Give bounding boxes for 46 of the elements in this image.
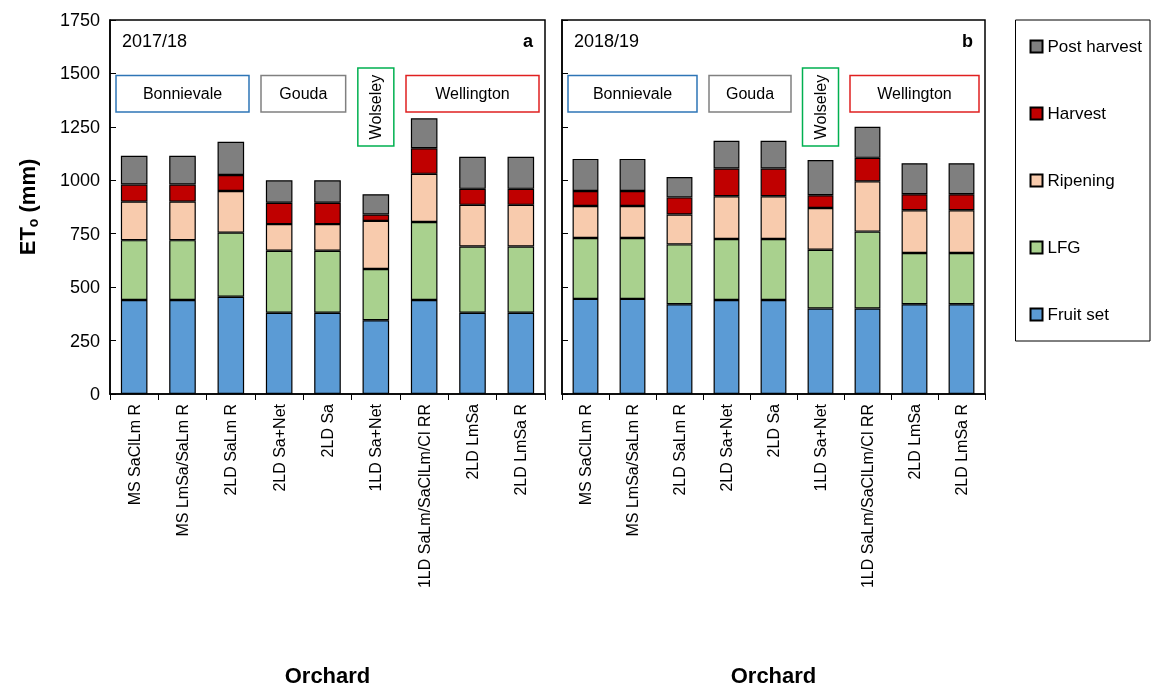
- annotation: 2017/18: [122, 31, 188, 51]
- x-tick-label: 2LD SaLm R: [671, 404, 688, 496]
- annotation: Gouda: [725, 85, 775, 103]
- x-tick-label: 2LD Sa+Net: [270, 403, 288, 492]
- y-tick-label: 1500: [59, 63, 100, 84]
- legend-label: Ripening: [1047, 171, 1115, 190]
- x-tick-label: 1LD Sa+Net: [367, 403, 385, 492]
- x-tick-label: 2LD LmSa: [464, 403, 481, 480]
- legend-label: LFG: [1047, 238, 1081, 257]
- annotation: Wolseley: [812, 74, 829, 140]
- y-tick-label: 0: [89, 384, 100, 404]
- x-tick-label: 2LD Sa: [319, 403, 336, 458]
- x-tick-label: MS SaClLm R: [125, 404, 143, 506]
- x-tick-label: 1LD SaLm/SaClLm/Cl RR: [859, 404, 876, 589]
- x-tick-label: 2LD Sa: [765, 403, 782, 458]
- x-tick-label: MS LmSa/SaLm R: [624, 404, 641, 537]
- annotation: b: [962, 31, 973, 51]
- annotation: Bonnievale: [142, 85, 223, 103]
- legend-label: Post harvest: [1047, 37, 1143, 56]
- y-tick-label: 500: [69, 277, 100, 298]
- x-tick-label: 1LD Sa+Net: [812, 403, 829, 492]
- annotation: Wellington: [877, 85, 952, 103]
- annotation: Wolseley: [367, 74, 385, 140]
- annotation: Wellington: [435, 85, 510, 103]
- x-axis-title: Orchard: [730, 662, 817, 688]
- x-tick-label: 1LD SaLm/SaClLm/Cl RR: [415, 404, 433, 589]
- annotation: 2018/19: [574, 31, 640, 51]
- x-tick-label: 2LD Sa+Net: [718, 403, 735, 492]
- x-tick-label: 2LD SaLm R: [222, 404, 240, 496]
- x-tick-label: 2LD LmSa R: [512, 404, 530, 496]
- y-tick-label: 1250: [59, 116, 100, 137]
- legend-label: Fruit set: [1047, 305, 1110, 324]
- annotation: Gouda: [279, 85, 328, 103]
- y-tick-label: 1750: [59, 10, 100, 30]
- x-axis-title: Orchard: [284, 662, 371, 688]
- y-tick-label: 1000: [59, 170, 100, 191]
- x-tick-label: 2LD LmSa R: [953, 404, 970, 496]
- legend-label: Harvest: [1047, 104, 1107, 123]
- y-axis-title: ETo (mm): [14, 158, 41, 256]
- y-tick-label: 250: [69, 330, 100, 351]
- annotation: a: [522, 31, 534, 51]
- y-tick-label: 750: [69, 223, 100, 244]
- x-tick-label: MS LmSa/SaLm R: [174, 404, 191, 537]
- x-tick-label: MS SaClLm R: [577, 404, 594, 506]
- annotation: Bonnievale: [592, 85, 673, 103]
- x-tick-label: 2LD LmSa: [906, 403, 923, 480]
